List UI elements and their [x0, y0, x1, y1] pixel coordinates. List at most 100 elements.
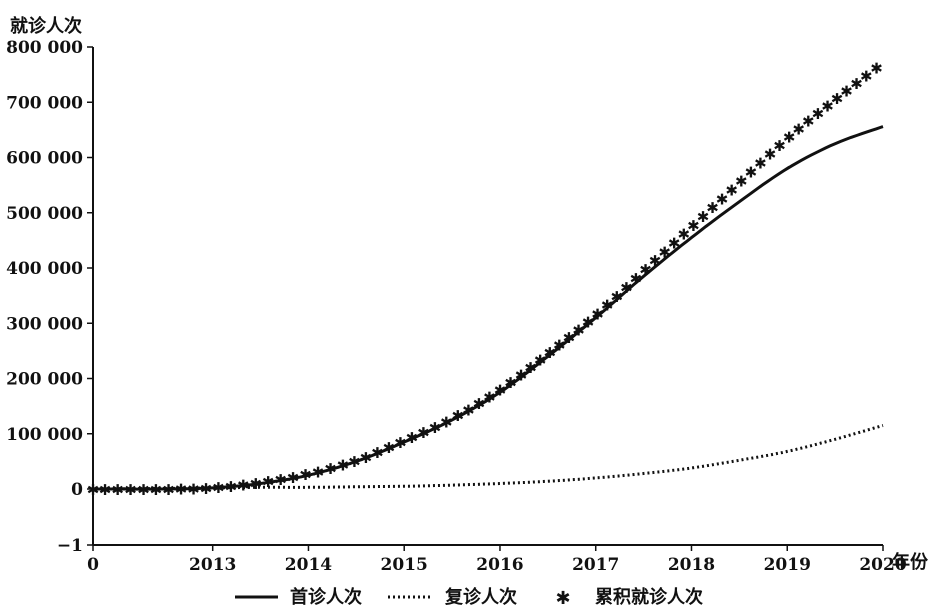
series-3-marker: ✱ [860, 67, 873, 85]
series-3-marker: ✱ [821, 98, 834, 116]
x-tick-label: 0 [87, 555, 99, 575]
series-3-marker: ✱ [544, 344, 557, 362]
series-3-marker: ✱ [337, 457, 350, 475]
series-3-marker: ✱ [462, 401, 475, 419]
series-3-marker: ✱ [452, 407, 465, 425]
x-tick-label: 2019 [764, 555, 811, 575]
series-3-marker: ✱ [494, 382, 507, 400]
y-tick-label: 700 000 [6, 93, 83, 113]
y-axis-title: 就诊人次 [10, 15, 82, 37]
series-3-marker: ✱ [706, 199, 719, 217]
series-3-marker: ✱ [639, 261, 652, 279]
series-3-marker: ✱ [262, 473, 275, 491]
y-tick-label: 600 000 [6, 149, 83, 169]
series-3-marker: ✱ [620, 279, 633, 297]
series-3-marker: ✱ [812, 105, 825, 123]
series-3-marker: ✱ [716, 190, 729, 208]
series-3-marker: ✱ [473, 395, 486, 413]
series-3-marker: ✱ [792, 121, 805, 139]
series-3-marker: ✱ [687, 217, 700, 235]
series-3-marker: ✱ [591, 305, 604, 323]
series-3-marker: ✱ [274, 471, 287, 489]
series-3-marker: ✱ [802, 113, 815, 131]
series-3-marker: ✱ [754, 155, 767, 173]
series-3-marker: ✱ [725, 181, 738, 199]
x-tick-label: 2014 [285, 555, 332, 575]
series-3-marker: ✱ [137, 481, 150, 499]
x-tick-label: 2020 [859, 555, 906, 575]
series-3-marker: ✱ [582, 314, 595, 332]
series-3-marker: ✱ [678, 226, 691, 244]
series-3-marker: ✱ [697, 208, 710, 226]
series-3-marker: ✱ [87, 481, 100, 499]
series-3-marker: ✱ [840, 83, 853, 101]
x-tick-label: 2016 [476, 555, 523, 575]
series-3-marker: ✱ [175, 481, 188, 499]
series-3-marker: ✱ [483, 389, 496, 407]
series-3-marker: ✱ [237, 477, 250, 495]
x-axis-title: 年份 [892, 551, 929, 573]
series-3-marker: ✱ [429, 419, 442, 437]
series-3-marker: ✱ [150, 481, 163, 499]
legend-label-series-2: 复诊人次 [444, 586, 517, 607]
series-3-marker: ✱ [406, 429, 419, 447]
legend-swatch-asterisk: ✱ [555, 588, 570, 607]
series-3-marker: ✱ [745, 164, 758, 182]
series-3-marker: ✱ [773, 137, 786, 155]
series-3-marker: ✱ [764, 146, 777, 164]
series-3-marker: ✱ [299, 466, 312, 484]
y-tick-label: 200 000 [6, 370, 83, 390]
series-3-marker: ✱ [668, 235, 681, 253]
legend: 首诊人次 复诊人次 ✱ 累积就诊人次 [235, 586, 703, 607]
series-3-marker: ✱ [783, 129, 796, 147]
series-3-marker: ✱ [312, 463, 325, 481]
series-3-marker: ✱ [515, 366, 528, 384]
series-3-marker: ✱ [383, 439, 396, 457]
x-tick-label: 2017 [572, 555, 619, 575]
series-3-marker: ✱ [504, 374, 517, 392]
x-tick-label: 2018 [668, 555, 715, 575]
series-3-marker: ✱ [831, 90, 844, 108]
legend-label-series-1: 首诊人次 [290, 586, 362, 607]
series-3-marker: ✱ [534, 352, 547, 370]
y-tick-label: 100 000 [6, 425, 83, 445]
series-3-marker: ✱ [440, 413, 453, 431]
axes [92, 47, 883, 546]
series-3-marker: ✱ [324, 460, 337, 478]
y-tick-label: 0 [71, 480, 83, 500]
series-line-1 [93, 125, 884, 491]
series-3-marker: ✱ [212, 479, 225, 497]
series-3-marker: ✱ [630, 270, 643, 288]
series-3-marker: ✱ [611, 288, 624, 306]
series-3-marker: ✱ [658, 243, 671, 261]
series-3-marker: ✱ [111, 481, 124, 499]
x-tick-label: 2015 [381, 555, 428, 575]
series-3-marker: ✱ [850, 75, 863, 93]
series-3-marker: ✱ [417, 424, 430, 442]
series-3-marker: ✱ [225, 478, 238, 496]
series-3-marker: ✱ [524, 359, 537, 377]
y-tick-label: 300 000 [6, 314, 83, 334]
series-3-marker: ✱ [187, 480, 200, 498]
y-axis-ticks: 800 000 700 000 600 000 500 000 400 000 300 0… [6, 38, 93, 556]
x-tick-label: 2013 [189, 555, 236, 575]
series-3-marker: ✱ [348, 453, 361, 471]
y-tick-label: 800 000 [6, 38, 83, 58]
series-3-marker: ✱ [563, 329, 576, 347]
series-3-marker: ✱ [360, 449, 373, 467]
legend-label-series-3: 累积就诊人次 [595, 586, 703, 607]
y-tick-label: 500 000 [6, 204, 83, 224]
x-axis-ticks: 0 2013 2014 2015 2016 2017 2018 2019 2020 [87, 545, 907, 575]
series-3-marker: ✱ [601, 297, 614, 315]
series-3-marker: ✱ [124, 481, 137, 499]
series-3-marker: ✱ [287, 469, 300, 487]
series-3-marker: ✱ [649, 252, 662, 270]
series-3-marker: ✱ [371, 444, 384, 462]
series-3-marker: ✱ [553, 337, 566, 355]
series-3-marker: ✱ [735, 173, 748, 191]
y-tick-label: 400 000 [6, 259, 83, 279]
series-3-marker: ✱ [394, 434, 407, 452]
series-3-marker: ✱ [572, 321, 585, 339]
series-3-marker: ✱ [870, 60, 883, 78]
